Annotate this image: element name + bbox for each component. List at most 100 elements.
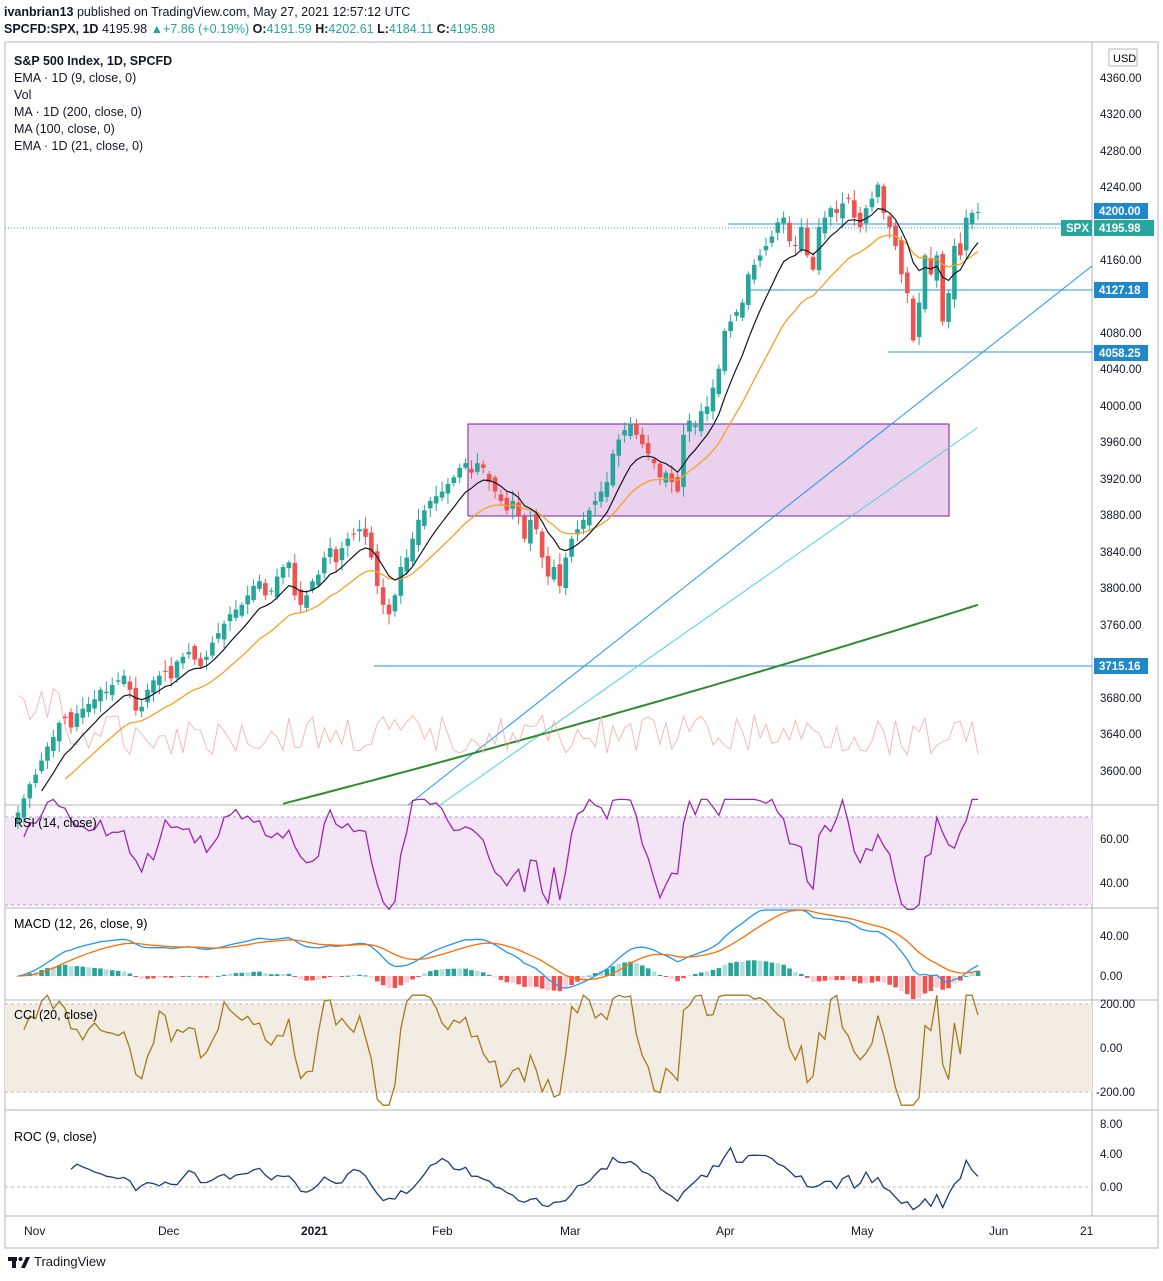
candle-body[interactable]: [339, 548, 345, 561]
candle-body[interactable]: [62, 716, 68, 719]
candle-body[interactable]: [363, 528, 368, 537]
candle-body[interactable]: [645, 443, 651, 454]
candle-body[interactable]: [575, 529, 580, 535]
candle-body[interactable]: [233, 609, 239, 618]
candle-body[interactable]: [298, 589, 303, 605]
candle-body[interactable]: [746, 274, 751, 305]
candle-body[interactable]: [934, 255, 940, 281]
candle-body[interactable]: [563, 557, 569, 589]
candle-body[interactable]: [504, 497, 510, 511]
candle-body[interactable]: [698, 411, 704, 432]
candle-body[interactable]: [757, 255, 763, 261]
candle-body[interactable]: [675, 477, 680, 492]
candle-body[interactable]: [215, 633, 221, 639]
candle-body[interactable]: [787, 222, 792, 242]
roc-line[interactable]: [70, 1146, 979, 1211]
candle-body[interactable]: [616, 439, 622, 456]
candle-body[interactable]: [669, 473, 675, 483]
candle-body[interactable]: [351, 533, 357, 535]
candle-body[interactable]: [840, 203, 845, 219]
candle-body[interactable]: [480, 464, 486, 468]
candle-body[interactable]: [374, 551, 380, 586]
candle-body[interactable]: [151, 680, 156, 693]
candle-body[interactable]: [952, 245, 957, 300]
candle-body[interactable]: [869, 198, 875, 208]
candle-body[interactable]: [910, 298, 916, 341]
candle-body[interactable]: [145, 689, 150, 703]
candle-body[interactable]: [310, 581, 315, 591]
candle-body[interactable]: [292, 562, 298, 596]
candle-body[interactable]: [263, 583, 268, 596]
candle-body[interactable]: [710, 387, 716, 412]
candle-body[interactable]: [51, 737, 56, 751]
currency-box[interactable]: [1108, 48, 1138, 67]
candle-body[interactable]: [92, 699, 97, 709]
candle-body[interactable]: [639, 434, 645, 445]
candle-body[interactable]: [433, 496, 439, 504]
signal-line[interactable]: [17, 909, 979, 981]
legend-ma100[interactable]: MA (100, close, 0): [14, 122, 115, 136]
candle-body[interactable]: [86, 703, 91, 713]
cci-label[interactable]: CCI (20, close): [14, 1008, 97, 1022]
candle-body[interactable]: [80, 708, 86, 718]
candle-body[interactable]: [804, 227, 810, 256]
candle-body[interactable]: [68, 712, 74, 728]
candle-body[interactable]: [887, 216, 892, 228]
candle-body[interactable]: [545, 556, 551, 577]
candle-body[interactable]: [622, 430, 627, 436]
candle-body[interactable]: [333, 549, 339, 563]
rsi-label[interactable]: RSI (14, close): [14, 816, 97, 830]
candle-body[interactable]: [39, 760, 44, 772]
candle-body[interactable]: [174, 661, 180, 678]
candle-body[interactable]: [522, 516, 527, 539]
candle-body[interactable]: [763, 245, 769, 251]
candle-body[interactable]: [852, 200, 857, 218]
candle-body[interactable]: [74, 713, 80, 727]
candle-body[interactable]: [386, 604, 392, 615]
candle-body[interactable]: [127, 681, 133, 690]
candle-body[interactable]: [828, 208, 834, 217]
candle-body[interactable]: [439, 491, 445, 498]
macd-line[interactable]: [17, 909, 979, 989]
candle-body[interactable]: [180, 656, 186, 664]
candle-body[interactable]: [598, 491, 604, 502]
candle-body[interactable]: [445, 483, 451, 494]
publisher-name[interactable]: ivanbrian13: [4, 5, 74, 19]
candle-body[interactable]: [392, 595, 398, 612]
candle-body[interactable]: [204, 656, 209, 660]
candle-body[interactable]: [457, 467, 463, 478]
candle-body[interactable]: [551, 567, 557, 580]
candle-body[interactable]: [899, 240, 904, 275]
candle-body[interactable]: [634, 423, 639, 435]
candle-body[interactable]: [857, 212, 863, 228]
candle-body[interactable]: [928, 258, 934, 275]
candle-body[interactable]: [922, 255, 928, 310]
candle-body[interactable]: [975, 211, 981, 213]
candle-body[interactable]: [104, 691, 109, 694]
consolidation-box[interactable]: [467, 423, 950, 517]
candle-body[interactable]: [198, 658, 203, 667]
candle-body[interactable]: [109, 685, 115, 696]
legend-ma200[interactable]: MA · 1D (200, close, 0): [14, 105, 142, 119]
candle-body[interactable]: [304, 595, 309, 608]
candle-body[interactable]: [940, 253, 945, 322]
candle-body[interactable]: [693, 425, 698, 428]
candle-body[interactable]: [257, 581, 262, 589]
candle-body[interactable]: [239, 604, 245, 616]
candle-body[interactable]: [345, 538, 351, 546]
candle-body[interactable]: [734, 312, 739, 316]
candle-body[interactable]: [157, 675, 162, 686]
candle-body[interactable]: [681, 434, 686, 487]
macd-label[interactable]: MACD (12, 26, close, 9): [14, 917, 147, 931]
candle-body[interactable]: [274, 576, 280, 598]
candle-body[interactable]: [115, 680, 121, 682]
candle-body[interactable]: [321, 557, 327, 574]
candle-body[interactable]: [728, 321, 733, 332]
candle-body[interactable]: [516, 502, 521, 516]
candle-body[interactable]: [286, 562, 292, 569]
candle-body[interactable]: [946, 293, 951, 322]
candle-body[interactable]: [227, 614, 233, 622]
roc-label[interactable]: ROC (9, close): [14, 1130, 97, 1144]
candle-body[interactable]: [327, 548, 333, 558]
candle-body[interactable]: [533, 513, 539, 530]
